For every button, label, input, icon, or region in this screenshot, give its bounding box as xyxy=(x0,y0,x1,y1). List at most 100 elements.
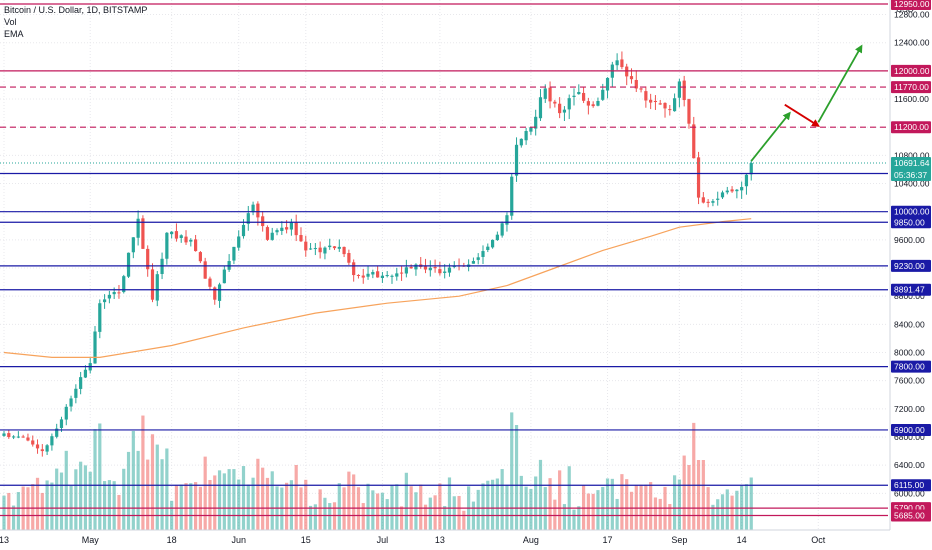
volume-bar xyxy=(361,503,365,530)
volume-bar xyxy=(213,475,217,530)
volume-bar xyxy=(313,504,317,530)
level-tag-label: 10000.00 xyxy=(894,207,930,217)
volume-bar xyxy=(481,483,485,530)
candle-body xyxy=(45,445,49,452)
candle-body xyxy=(414,264,418,270)
candle-body xyxy=(35,444,40,449)
time-tick-label: 15 xyxy=(301,535,311,545)
volume-bar xyxy=(160,459,164,530)
candle-body xyxy=(376,271,380,278)
volume-bar xyxy=(117,494,121,530)
candle-body xyxy=(131,237,135,253)
candle-body xyxy=(404,267,408,274)
volume-bar xyxy=(40,492,44,530)
candle-body xyxy=(562,109,567,113)
candle-body xyxy=(50,436,54,446)
volume-bar xyxy=(653,497,658,530)
volume-bar xyxy=(83,465,88,530)
volume-bar xyxy=(227,469,231,530)
candle-body xyxy=(395,273,399,277)
level-price-tag xyxy=(891,509,931,522)
candle-body xyxy=(514,144,519,176)
volume-bar xyxy=(457,495,461,530)
volume-bar xyxy=(596,490,600,530)
candle-body xyxy=(615,60,619,66)
candle-body xyxy=(720,192,725,198)
candle-body xyxy=(572,95,576,97)
candle-body xyxy=(55,428,59,437)
candle-body xyxy=(74,388,78,398)
candle-body xyxy=(213,287,217,300)
volume-bar xyxy=(222,473,226,530)
volume-bar xyxy=(428,497,432,530)
candle-body xyxy=(663,102,667,109)
volume-bar xyxy=(505,484,509,530)
candle-body xyxy=(40,449,44,452)
candle-body xyxy=(155,274,159,301)
candle-body xyxy=(399,272,404,274)
candle-body xyxy=(673,98,677,112)
candle-body xyxy=(581,92,586,101)
countdown-label: 05:36:37 xyxy=(894,170,927,180)
volume-bar xyxy=(251,477,255,530)
volume-bar xyxy=(452,496,456,530)
price-tick-label: 10400.00 xyxy=(894,179,930,189)
candle-body xyxy=(605,77,610,91)
candle-body xyxy=(246,213,250,224)
volume-bar xyxy=(610,478,614,530)
time-tick-label: 18 xyxy=(167,535,177,545)
volume-bar xyxy=(45,480,49,530)
candle-body xyxy=(701,197,705,203)
candle-body xyxy=(294,222,298,236)
candle-body xyxy=(500,223,504,236)
candle-body xyxy=(256,203,260,218)
candle-body xyxy=(716,198,720,200)
volume-bar xyxy=(294,465,298,530)
volume-bar xyxy=(562,504,567,530)
candle-body xyxy=(265,227,270,240)
candle-body xyxy=(280,227,284,231)
level-tag-label: 12950.00 xyxy=(894,0,930,9)
level-price-tag xyxy=(891,423,931,436)
volume-bar xyxy=(107,480,111,530)
candle-body xyxy=(237,236,241,248)
volume-bar xyxy=(687,465,691,530)
candle-body xyxy=(428,267,432,271)
volume-bar xyxy=(55,468,59,530)
level-price-tag xyxy=(891,360,931,373)
volume-bar xyxy=(102,481,107,530)
candle-body xyxy=(706,201,710,203)
volume-bar xyxy=(677,479,681,530)
candle-body xyxy=(371,272,375,275)
candle-body xyxy=(232,246,236,261)
volume-bar xyxy=(414,492,418,530)
candle-body xyxy=(481,251,485,257)
candle-body xyxy=(122,276,126,293)
volume-bar xyxy=(270,471,274,530)
volume-bar xyxy=(217,470,222,530)
volume-bar xyxy=(577,506,581,530)
volume-bar xyxy=(629,491,634,530)
candle-body xyxy=(744,174,749,187)
volume-bar xyxy=(701,460,705,530)
candle-body xyxy=(93,331,97,364)
volume-bar xyxy=(514,425,519,530)
candle-body xyxy=(323,247,327,254)
candle-body xyxy=(385,275,389,277)
candle-body xyxy=(452,266,456,268)
price-tick-label: 6400.00 xyxy=(894,460,925,470)
projection-arrow xyxy=(784,103,820,127)
time-tick-label: Jun xyxy=(231,535,246,545)
candle-body xyxy=(184,236,188,243)
time-tick-label: 17 xyxy=(603,535,613,545)
candle-body xyxy=(625,66,629,77)
volume-bar xyxy=(510,412,514,530)
candle-body xyxy=(112,292,116,295)
candle-body xyxy=(289,222,293,230)
candle-body xyxy=(423,266,428,270)
volume-bar xyxy=(419,484,423,530)
candle-body xyxy=(567,98,571,110)
candle-body xyxy=(749,163,753,175)
candle-body xyxy=(629,76,634,80)
